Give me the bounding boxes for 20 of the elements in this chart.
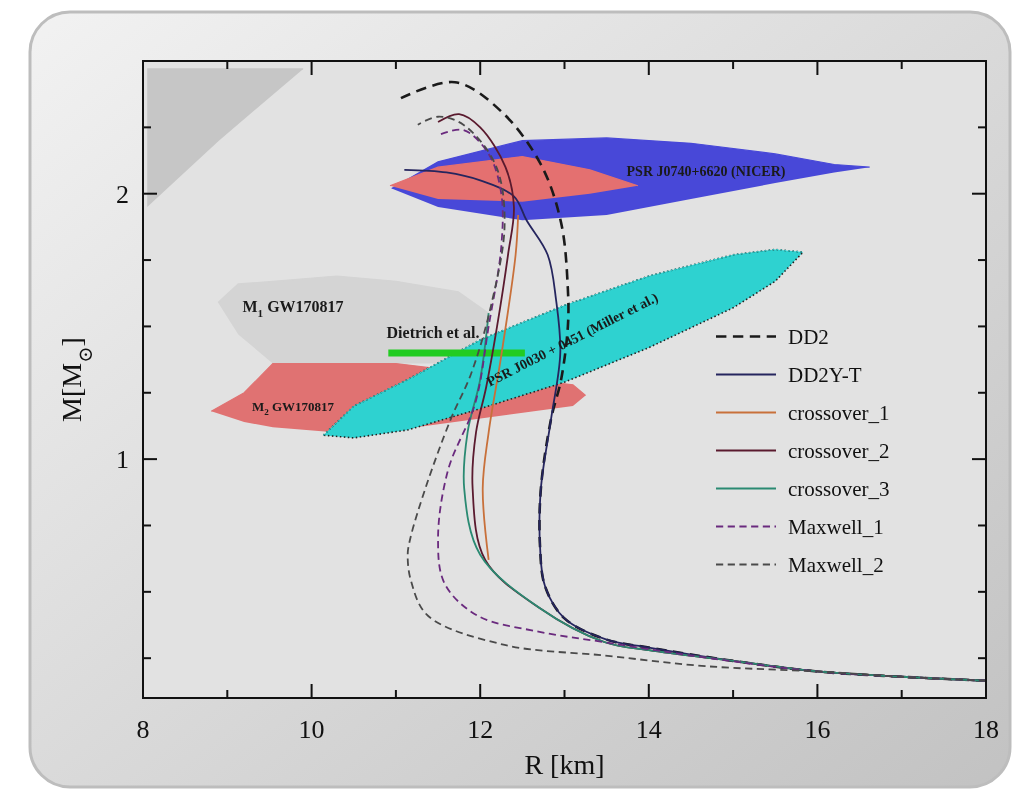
x-tick-label: 10: [298, 715, 325, 744]
y-tick-label: 1: [116, 445, 129, 475]
legend-label: Maxwell_1: [788, 514, 884, 539]
x-tick-label: 18: [973, 715, 999, 744]
y-tick-label: 2: [116, 179, 129, 209]
x-tick-label: 14: [635, 715, 662, 744]
legend-label: crossover_3: [788, 476, 890, 501]
legend-label: crossover_1: [788, 400, 890, 425]
annotation: Dietrich et al.: [386, 323, 480, 341]
x-tick-label: 16: [804, 715, 831, 744]
annotation: M$_{2}$ GW170817: [251, 398, 335, 418]
legend-label: crossover_2: [788, 438, 890, 463]
x-axis-title: R [km]: [524, 749, 605, 780]
legend-label: DD2Y-T: [788, 362, 862, 387]
annotation: M$_{1}$ GW170817: [242, 297, 344, 319]
legend-label: DD2: [788, 324, 829, 349]
x-tick-label: 12: [467, 715, 494, 744]
x-tick-label: 8: [136, 715, 150, 744]
legend-label: Maxwell_2: [788, 552, 884, 577]
annotation: PSR J0740+6620 (NICER): [626, 164, 786, 181]
